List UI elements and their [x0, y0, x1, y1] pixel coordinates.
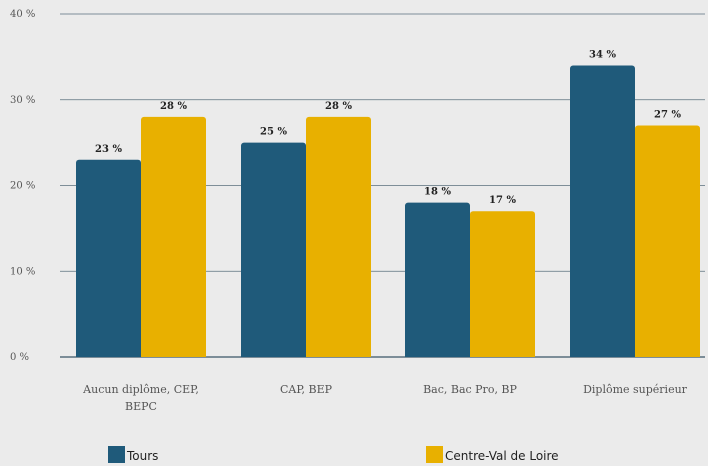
- y-tick-label: 40 %: [10, 9, 35, 20]
- bar-centre-val-de-loire: [635, 125, 700, 357]
- data-label: 25 %: [260, 127, 287, 138]
- data-label: 28 %: [160, 101, 187, 112]
- x-category-label: CAP, BEP: [280, 383, 333, 396]
- bar-base: [570, 353, 635, 357]
- bar-base: [405, 353, 470, 357]
- y-tick-label: 30 %: [10, 95, 35, 106]
- x-axis-categories: Aucun diplôme, CEP, BEPC CAP, BEP Bac, Bac …: [82, 383, 687, 413]
- data-label: 27 %: [654, 109, 681, 120]
- bar-tours: [570, 65, 635, 357]
- data-label: 34 %: [589, 49, 616, 60]
- x-category-label: Diplôme supérieur: [583, 383, 688, 396]
- x-category-label: Aucun diplôme, CEP,: [82, 383, 199, 396]
- data-label: 18 %: [424, 187, 451, 198]
- bar-centre-val-de-loire: [141, 116, 206, 358]
- bar-base: [141, 353, 206, 357]
- data-label: 17 %: [489, 195, 516, 206]
- y-tick-label: 20 %: [10, 181, 35, 192]
- bar-tours: [241, 142, 306, 357]
- bar-base: [306, 353, 371, 357]
- y-tick-label: 10 %: [10, 266, 35, 277]
- x-category-label: Bac, Bac Pro, BP: [423, 383, 517, 396]
- data-labels: 23 % 25 % 18 % 34 % 28 % 28 % 17 % 27 %: [95, 49, 681, 206]
- legend-label: Tours: [126, 449, 158, 463]
- data-label: 23 %: [95, 144, 122, 155]
- legend-label: Centre-Val de Loire: [445, 449, 559, 463]
- data-label: 28 %: [325, 101, 352, 112]
- bar-base: [76, 353, 141, 357]
- legend-swatch: [426, 446, 443, 463]
- bar-centre-val-de-loire: [470, 211, 535, 357]
- bar-base: [470, 353, 535, 357]
- bar-base: [635, 353, 700, 357]
- bars: [76, 65, 700, 358]
- y-tick-label: 0 %: [10, 352, 29, 363]
- bar-base: [241, 353, 306, 357]
- bar-tours: [405, 202, 470, 357]
- bar-tours: [76, 159, 141, 357]
- x-category-label: BEPC: [125, 400, 157, 413]
- legend: Tours Centre-Val de Loire: [108, 446, 559, 463]
- legend-swatch: [108, 446, 125, 463]
- bar-centre-val-de-loire: [306, 116, 371, 358]
- y-axis-ticks: 0 % 10 % 20 % 30 % 40 %: [10, 9, 35, 363]
